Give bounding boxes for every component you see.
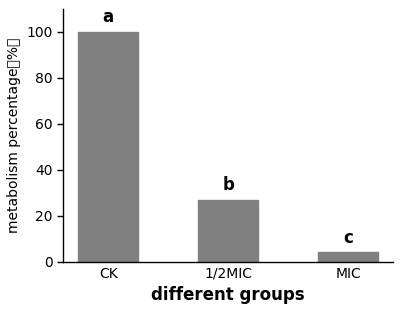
- Text: b: b: [222, 176, 234, 194]
- Bar: [198, 200, 258, 262]
- Text: c: c: [343, 229, 353, 247]
- Bar: [78, 32, 138, 262]
- X-axis label: different groups: different groups: [151, 286, 305, 304]
- Y-axis label: metabolism percentage（%）: metabolism percentage（%）: [7, 37, 21, 233]
- Text: a: a: [103, 8, 114, 26]
- Bar: [318, 253, 378, 262]
